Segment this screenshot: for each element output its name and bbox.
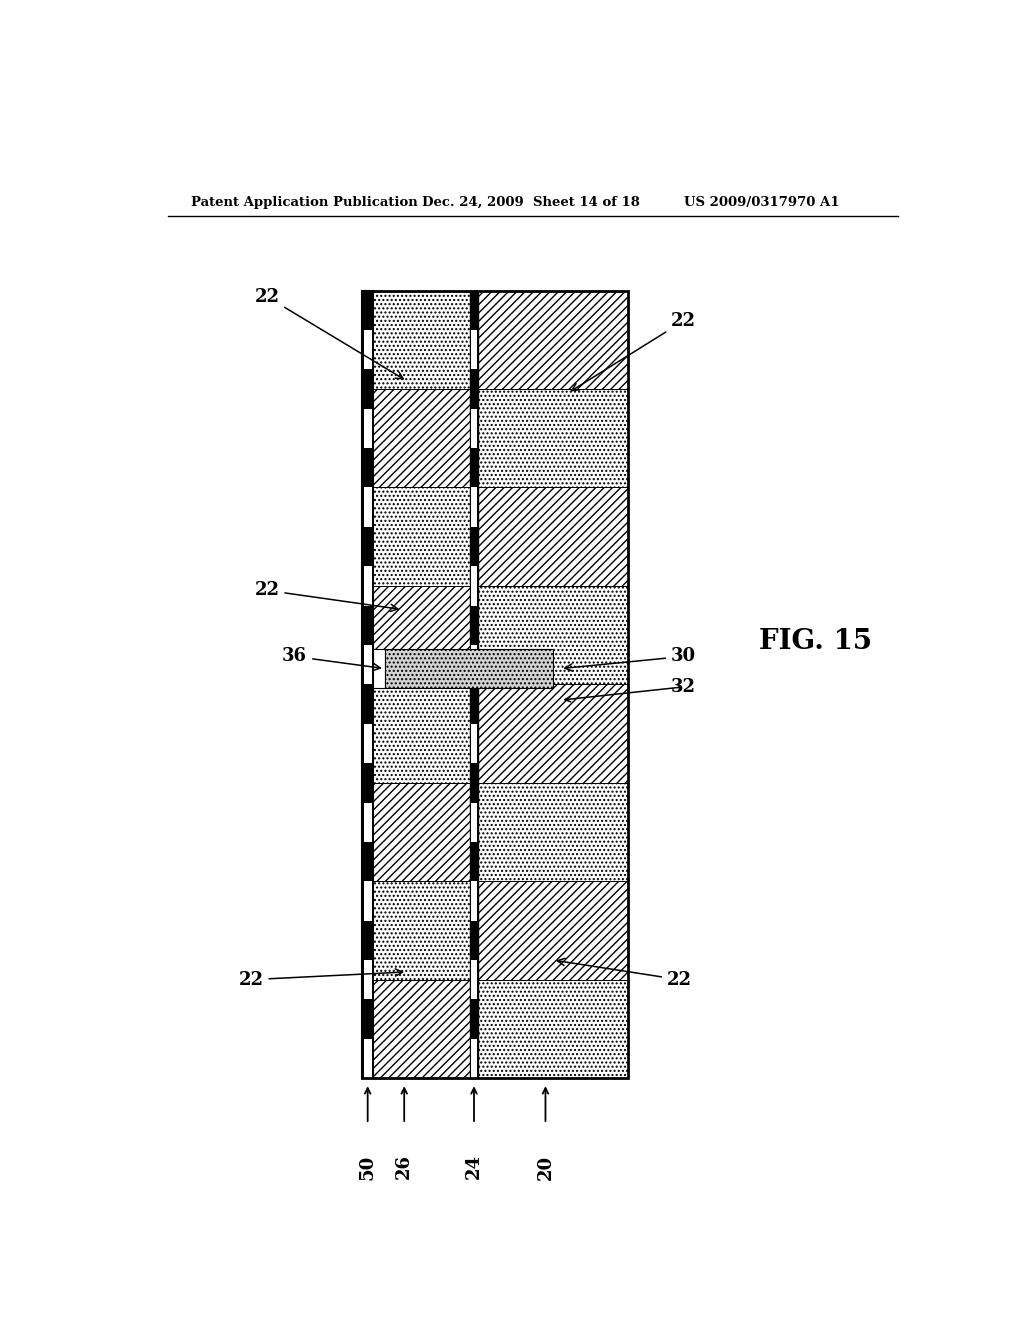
Text: 22: 22 <box>239 969 402 989</box>
Bar <box>364 330 372 370</box>
Bar <box>373 290 470 389</box>
Bar <box>364 723 372 763</box>
Bar <box>364 487 372 527</box>
Bar <box>373 979 470 1078</box>
Bar <box>478 586 628 684</box>
Text: 22: 22 <box>254 581 398 611</box>
Bar <box>471 1039 477 1078</box>
Text: Dec. 24, 2009  Sheet 14 of 18: Dec. 24, 2009 Sheet 14 of 18 <box>422 195 640 209</box>
Bar <box>470 290 478 1078</box>
Bar <box>478 389 628 487</box>
Text: 20: 20 <box>537 1155 554 1180</box>
Bar <box>364 960 372 999</box>
Bar <box>478 684 628 783</box>
Bar <box>373 487 470 586</box>
Text: 22: 22 <box>557 958 692 989</box>
Text: 50: 50 <box>358 1155 377 1180</box>
Text: 36: 36 <box>283 647 380 671</box>
Bar <box>478 487 628 586</box>
Bar <box>478 979 628 1078</box>
Bar <box>471 487 477 527</box>
Bar <box>478 882 628 979</box>
Bar <box>478 783 628 882</box>
Bar <box>362 290 373 1078</box>
Bar <box>373 389 470 487</box>
Bar <box>471 330 477 370</box>
Bar <box>364 566 372 606</box>
Bar <box>373 586 470 684</box>
Bar <box>364 882 372 921</box>
Text: 24: 24 <box>465 1155 483 1180</box>
Bar <box>471 645 477 684</box>
Text: 32: 32 <box>671 678 696 696</box>
Text: Patent Application Publication: Patent Application Publication <box>191 195 418 209</box>
Bar <box>471 409 477 447</box>
Bar <box>471 882 477 921</box>
Bar <box>373 783 470 882</box>
Bar <box>478 290 628 389</box>
Bar <box>471 723 477 763</box>
Bar <box>471 803 477 842</box>
Bar <box>385 649 553 688</box>
Bar <box>364 803 372 842</box>
Text: 22: 22 <box>254 288 403 379</box>
Bar <box>364 645 372 684</box>
Bar <box>471 566 477 606</box>
Bar <box>471 960 477 999</box>
Text: 26: 26 <box>395 1155 414 1180</box>
Bar <box>373 882 470 979</box>
Text: FIG. 15: FIG. 15 <box>759 628 872 655</box>
Bar <box>364 1039 372 1078</box>
Text: 30: 30 <box>565 647 696 671</box>
Bar <box>362 290 628 1078</box>
Bar <box>373 684 470 783</box>
Bar <box>364 409 372 447</box>
Text: US 2009/0317970 A1: US 2009/0317970 A1 <box>684 195 839 209</box>
Text: 22: 22 <box>571 312 696 391</box>
Bar <box>373 649 385 688</box>
